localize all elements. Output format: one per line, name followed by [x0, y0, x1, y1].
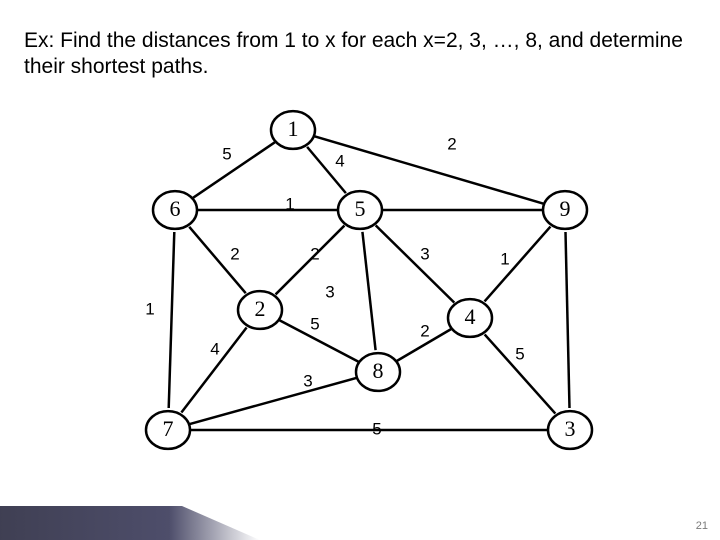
edge-weight-2-7: 4	[210, 339, 219, 358]
node-label-4: 4	[465, 304, 476, 329]
edge-weight-1-9: 2	[447, 134, 456, 153]
edge-weight-6-2: 2	[230, 244, 239, 263]
page-number: 21	[696, 520, 708, 532]
node-label-1: 1	[288, 116, 299, 141]
edge-5-4	[376, 225, 455, 302]
edge-7-8	[189, 378, 357, 424]
edge-1-6	[193, 142, 275, 197]
edge-9-4	[485, 227, 551, 302]
network-graph: 165924873 5421212331542535	[120, 100, 600, 460]
node-label-5: 5	[355, 196, 366, 221]
edge-weight-9-4: 1	[500, 249, 509, 268]
edge-weight-6-5: 1	[285, 194, 294, 213]
edge-weight-1-6: 5	[222, 144, 231, 163]
edge-weight-4-8: 2	[420, 321, 429, 340]
problem-text: Ex: Find the distances from 1 to x for e…	[24, 28, 684, 81]
edge-weight-7-8: 3	[303, 371, 312, 390]
graph-container: 165924873 5421212331542535	[120, 100, 600, 460]
node-label-7: 7	[163, 416, 174, 441]
edge-weight-6-7: 1	[145, 299, 154, 318]
node-label-8: 8	[373, 358, 384, 383]
edge-5-8	[362, 232, 375, 350]
node-label-3: 3	[565, 416, 576, 441]
edge-6-7	[169, 232, 175, 408]
edge-weight-2-8: 5	[310, 314, 319, 333]
edge-weight-1-5: 4	[335, 151, 344, 170]
node-label-6: 6	[170, 196, 181, 221]
edge-weight-5-8: 3	[325, 282, 334, 301]
edge-9-3	[565, 232, 569, 408]
footer-decoration	[0, 506, 260, 540]
node-label-9: 9	[560, 196, 571, 221]
edge-weight-5-2: 2	[310, 244, 319, 263]
edge-weight-4-3: 5	[515, 344, 524, 363]
edge-weight-5-4: 3	[420, 244, 429, 263]
node-label-2: 2	[255, 296, 266, 321]
edge-weight-7-3: 5	[372, 419, 381, 438]
